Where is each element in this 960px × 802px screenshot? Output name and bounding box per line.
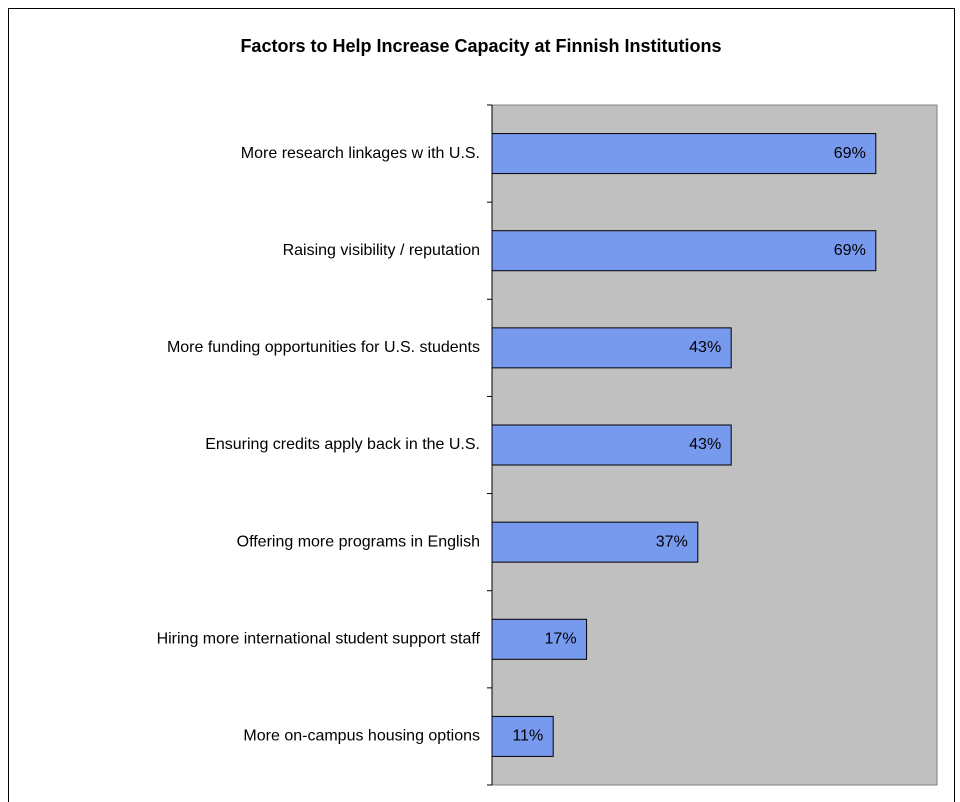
value-label: 43% xyxy=(689,339,721,356)
value-label: 37% xyxy=(656,533,688,550)
y-tick-label: More research linkages w ith U.S. xyxy=(241,145,480,162)
y-tick-label: More on-campus housing options xyxy=(243,728,480,745)
bar xyxy=(491,230,877,272)
bar xyxy=(491,327,732,369)
value-label: 17% xyxy=(545,631,577,648)
value-label: 43% xyxy=(689,436,721,453)
y-tick-label: More funding opportunities for U.S. stud… xyxy=(167,339,480,356)
y-tick-label: Hiring more international student suppor… xyxy=(157,631,481,648)
y-tick-label: Ensuring credits apply back in the U.S. xyxy=(205,436,480,453)
y-tick-label: Offering more programs in English xyxy=(237,533,480,550)
bar xyxy=(491,521,699,563)
bar xyxy=(491,133,877,175)
bar xyxy=(491,424,732,466)
value-label: 69% xyxy=(834,242,866,259)
y-tick-label: Raising visibility / reputation xyxy=(283,242,480,259)
bar xyxy=(491,715,554,757)
bar xyxy=(491,618,588,660)
value-label: 11% xyxy=(512,728,543,745)
value-label: 69% xyxy=(834,145,866,162)
chart-title: Factors to Help Increase Capacity at Fin… xyxy=(240,36,721,56)
